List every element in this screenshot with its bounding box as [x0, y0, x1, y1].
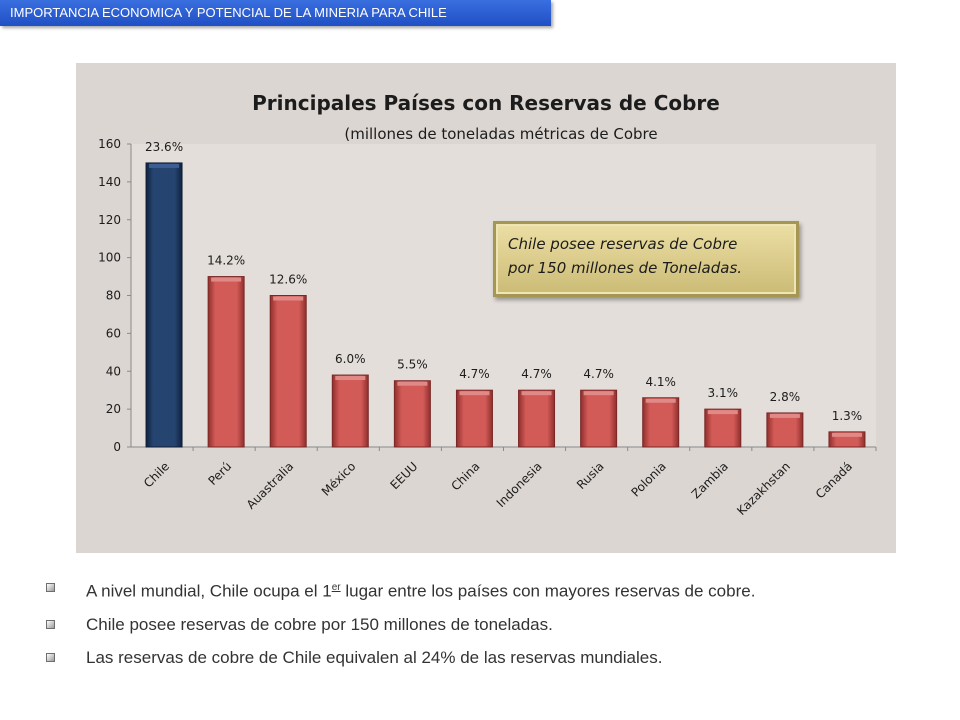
header-banner: IMPORTANCIA ECONOMICA Y POTENCIAL DE LA …: [0, 0, 551, 26]
x-tick-label: Zambia: [689, 459, 731, 501]
checkbox-bullet-icon: [46, 619, 55, 629]
bar-top-cap: [769, 413, 800, 418]
bar-top-cap: [521, 391, 552, 396]
chart-panel: 0 20 40 60 80 100 120 140 160 23.6% Chile 14.2% Perú…: [76, 63, 896, 553]
bullet-text-after: lugar entre los países con mayores reser…: [340, 581, 756, 601]
bullet-text-before: A nivel mundial, Chile ocupa el 1: [86, 581, 332, 601]
bar: [766, 412, 804, 448]
bar-top-cap: [273, 296, 304, 301]
x-tick-label: Perú: [205, 459, 234, 488]
chart-annotation-box: Chile posee reservas de Cobre por 150 mi…: [493, 221, 799, 297]
y-tick-label: 0: [113, 440, 121, 454]
data-label: 6.0%: [335, 352, 366, 366]
y-tick-label: 140: [98, 175, 121, 189]
data-label: 3.1%: [708, 386, 739, 400]
y-tick-label: 100: [98, 251, 121, 265]
bar-top-cap: [397, 381, 428, 386]
bar: [518, 389, 556, 448]
data-label: 14.2%: [207, 254, 245, 268]
x-tick-label: Auastralia: [244, 459, 297, 512]
chart-title: Principales Países con Reservas de Cobre: [252, 91, 720, 115]
annotation-line-1: Chile posee reservas de Cobre: [508, 235, 738, 253]
x-tick-label: Polonia: [628, 459, 668, 499]
bar-top-cap: [583, 391, 614, 396]
bar: [393, 380, 431, 448]
bar-top-cap: [459, 391, 490, 396]
data-label: 2.8%: [770, 390, 801, 404]
data-label: 23.6%: [145, 140, 183, 154]
bullet-item: A nivel mundial, Chile ocupa el 1er luga…: [40, 578, 910, 601]
checkbox-bullet-icon: [46, 583, 55, 592]
x-tick-label: Rusia: [574, 459, 607, 492]
x-tick-label: China: [448, 459, 482, 493]
data-label: 5.5%: [397, 358, 428, 372]
bullet-item: Las reservas de cobre de Chile equivalen…: [40, 648, 910, 667]
x-tick-label: Chile: [141, 459, 172, 490]
bar-top-cap: [211, 277, 242, 282]
y-tick-label: 40: [106, 364, 121, 378]
x-tick-label: EEUU: [387, 459, 420, 492]
ordinal-superscript: er: [331, 582, 341, 593]
bullet-text: Chile posee reservas de cobre por 150 mi…: [86, 614, 553, 634]
x-tick-label: Kazakhstan: [734, 459, 793, 518]
bar: [207, 276, 245, 448]
bullet-text: Las reservas de cobre de Chile equivalen…: [86, 647, 663, 667]
annotation-line-2: por 150 millones de Toneladas.: [508, 259, 743, 277]
y-tick-label: 60: [106, 326, 121, 340]
x-tick-label: Indonesia: [494, 459, 545, 510]
data-label: 4.7%: [521, 367, 552, 381]
data-label: 4.7%: [459, 367, 490, 381]
bar: [580, 389, 618, 448]
y-tick-label: 120: [98, 213, 121, 227]
bar: [269, 295, 307, 448]
bar-top-cap: [831, 432, 862, 437]
header-title: IMPORTANCIA ECONOMICA Y POTENCIAL DE LA …: [10, 5, 447, 20]
data-label: 1.3%: [832, 409, 863, 423]
x-tick-label: México: [319, 459, 359, 499]
bullet-item: Chile posee reservas de cobre por 150 mi…: [40, 615, 910, 634]
bar-top-cap: [149, 163, 180, 168]
y-tick-label: 160: [98, 137, 121, 151]
bar-top-cap: [335, 376, 366, 381]
bar: [455, 389, 493, 448]
checkbox-bullet-icon: [46, 652, 55, 662]
bar: [145, 162, 183, 448]
y-tick-label: 80: [106, 289, 121, 303]
data-label: 4.1%: [645, 375, 676, 389]
bar: [704, 408, 742, 448]
y-tick-label: 20: [106, 402, 121, 416]
bar: [642, 397, 680, 448]
chart-subtitle: (millones de toneladas métricas de Cobre: [344, 125, 658, 143]
bullet-list: A nivel mundial, Chile ocupa el 1er luga…: [40, 578, 910, 681]
bar-top-cap: [645, 398, 676, 403]
bar-top-cap: [707, 410, 738, 415]
data-label: 4.7%: [583, 367, 614, 381]
data-label: 12.6%: [269, 273, 307, 287]
x-tick-label: Canadá: [813, 459, 855, 501]
bar: [331, 374, 369, 448]
